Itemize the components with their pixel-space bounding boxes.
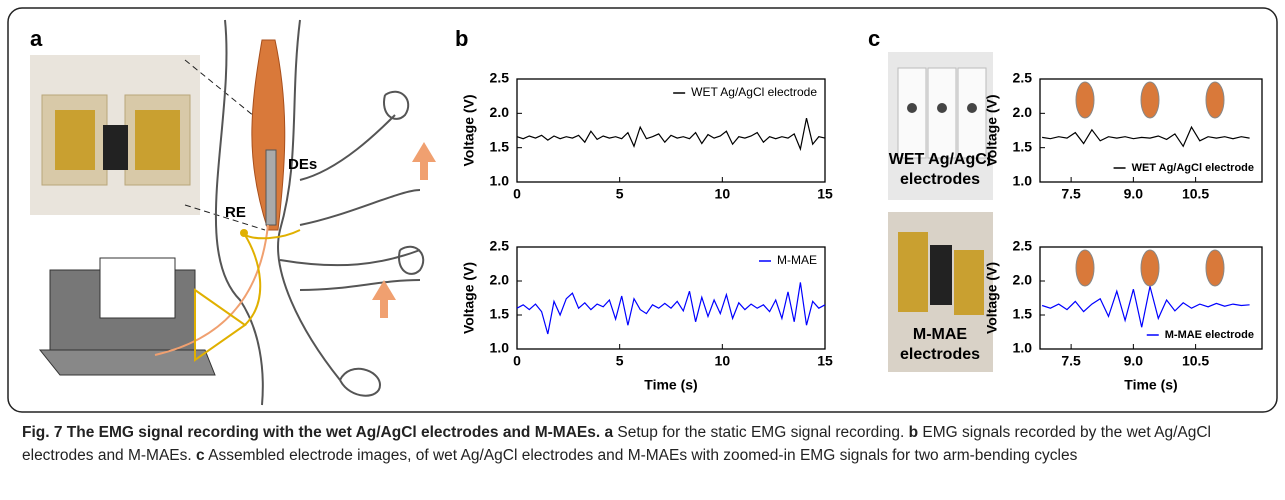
x-tick-label: 10: [715, 353, 731, 369]
y-axis-label: Voltage (V): [461, 262, 477, 334]
illustration: [30, 19, 436, 406]
x-tick-label: 0: [513, 353, 521, 369]
y-tick-label: 2.0: [1013, 104, 1033, 120]
caption-bold: c: [196, 447, 205, 464]
panel-label: b: [455, 26, 468, 51]
figure: a b c DEs RE WET Ag/AgCl electrodes M-MA…: [7, 7, 1278, 413]
photo-label: WET Ag/AgCl: [889, 151, 992, 168]
y-tick-label: 1.5: [1013, 138, 1033, 154]
x-axis-label: Time (s): [644, 377, 697, 393]
y-tick-label: 1.0: [1013, 340, 1033, 356]
y-tick-label: 2.5: [1013, 238, 1033, 254]
legend-label: M-MAE electrode: [1165, 329, 1254, 341]
y-axis-label: Voltage (V): [461, 94, 477, 166]
caption-text: EMG signals recorded by the wet Ag/AgCl …: [22, 424, 1212, 464]
x-tick-label: 10.5: [1182, 353, 1209, 369]
x-tick-label: 9.0: [1124, 353, 1144, 369]
caption-bold: a: [604, 424, 614, 441]
signal-line: [1042, 125, 1250, 148]
plot-frame: [1039, 78, 1263, 183]
panel-label: a: [30, 26, 43, 51]
y-tick-label: 2.0: [1013, 272, 1033, 288]
x-tick-label: 0: [513, 186, 521, 202]
y-tick-label: 2.5: [490, 238, 510, 254]
legend-label: WET Ag/AgCl electrode: [1132, 162, 1254, 174]
photo-label: electrodes: [900, 171, 980, 188]
y-tick-label: 2.0: [490, 104, 510, 120]
x-axis-label: Time (s): [1124, 377, 1177, 393]
caption-bold: b: [908, 424, 919, 441]
signal-line: [1041, 286, 1250, 328]
signal-line: [516, 117, 826, 152]
label-de: DEs: [288, 156, 317, 173]
x-tick-label: 9.0: [1124, 186, 1144, 202]
caption-bold: Fig. 7 The EMG signal recording with the…: [22, 424, 601, 441]
legend-label: M-MAE: [777, 253, 817, 267]
caption-text: Assembled electrode images, of wet Ag/Ag…: [208, 447, 1078, 464]
x-tick-label: 10: [715, 186, 731, 202]
panel-texts: a b c DEs RE WET Ag/AgCl electrodes M-MA…: [30, 26, 991, 363]
x-tick-label: 15: [817, 186, 833, 202]
x-tick-label: 5: [616, 186, 624, 202]
y-tick-label: 1.0: [490, 173, 510, 189]
x-tick-label: 5: [616, 353, 624, 369]
label-re: RE: [225, 204, 246, 221]
arm-icons: [1075, 81, 1225, 287]
photo-label: electrodes: [900, 346, 980, 363]
caption-text: Setup for the static EMG signal recordin…: [617, 424, 905, 441]
signal-line: [516, 282, 826, 335]
plot-frame: [516, 246, 826, 350]
figure-frame: [7, 7, 1278, 413]
photo-label: M-MAE: [913, 326, 968, 343]
x-tick-label: 7.5: [1061, 186, 1081, 202]
plot-frame: [1039, 246, 1263, 350]
y-axis-label: Voltage (V): [984, 94, 1000, 166]
photos: [888, 52, 993, 372]
x-tick-label: 7.5: [1061, 353, 1081, 369]
y-tick-label: 1.5: [1013, 306, 1033, 322]
y-tick-label: 1.0: [490, 340, 510, 356]
y-tick-label: 1.5: [490, 138, 510, 154]
y-tick-label: 2.0: [490, 272, 510, 288]
caption: Fig. 7 The EMG signal recording with the…: [22, 421, 1267, 467]
x-tick-label: 10.5: [1182, 186, 1209, 202]
y-tick-label: 1.5: [490, 306, 510, 322]
y-tick-label: 2.5: [1013, 70, 1033, 86]
y-tick-label: 2.5: [490, 70, 510, 86]
y-tick-label: 1.0: [1013, 173, 1033, 189]
plot-frame: [516, 78, 826, 183]
legend-label: WET Ag/AgCl electrode: [691, 85, 817, 99]
y-axis-label: Voltage (V): [984, 262, 1000, 334]
panel-label: c: [868, 26, 880, 51]
x-tick-label: 15: [817, 353, 833, 369]
